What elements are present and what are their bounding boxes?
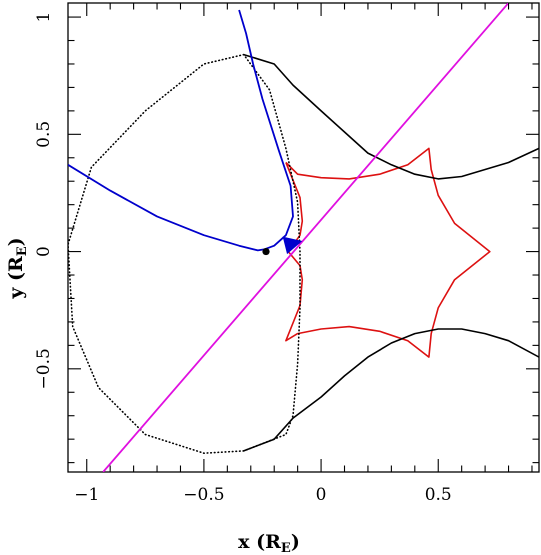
- lens-position-marker: [262, 247, 270, 256]
- x-axis-label: x (RE): [238, 531, 300, 555]
- critical-curve-lower-line: [243, 328, 539, 452]
- x-tick-label: −1: [74, 485, 99, 505]
- critical-curve-circle-line: [68, 53, 301, 454]
- tick-labels: −1 −0.5 0 0.5 −0.5 0 0.5 1: [34, 12, 452, 505]
- y-tick-label: 1: [34, 12, 54, 23]
- source-trajectory-line: [102, 3, 510, 472]
- track-arrow-head: [282, 236, 303, 255]
- x-tick-label: 0: [316, 485, 327, 505]
- axis-ticks: [68, 3, 539, 472]
- image-track-line: [68, 9, 294, 252]
- x-tick-label: 0.5: [425, 485, 452, 505]
- y-tick-label: 0.5: [34, 121, 54, 148]
- plot-frame: [67, 2, 540, 473]
- critical-curve-upper-line: [243, 53, 539, 180]
- y-tick-label: 0: [34, 246, 54, 257]
- caustic-line: [285, 147, 491, 358]
- plot-border: [67, 2, 540, 473]
- plot-series: [68, 3, 539, 472]
- x-tick-label: −0.5: [183, 485, 224, 505]
- y-tick-label: −0.5: [34, 348, 54, 389]
- y-axis-label: y (RE): [5, 237, 30, 299]
